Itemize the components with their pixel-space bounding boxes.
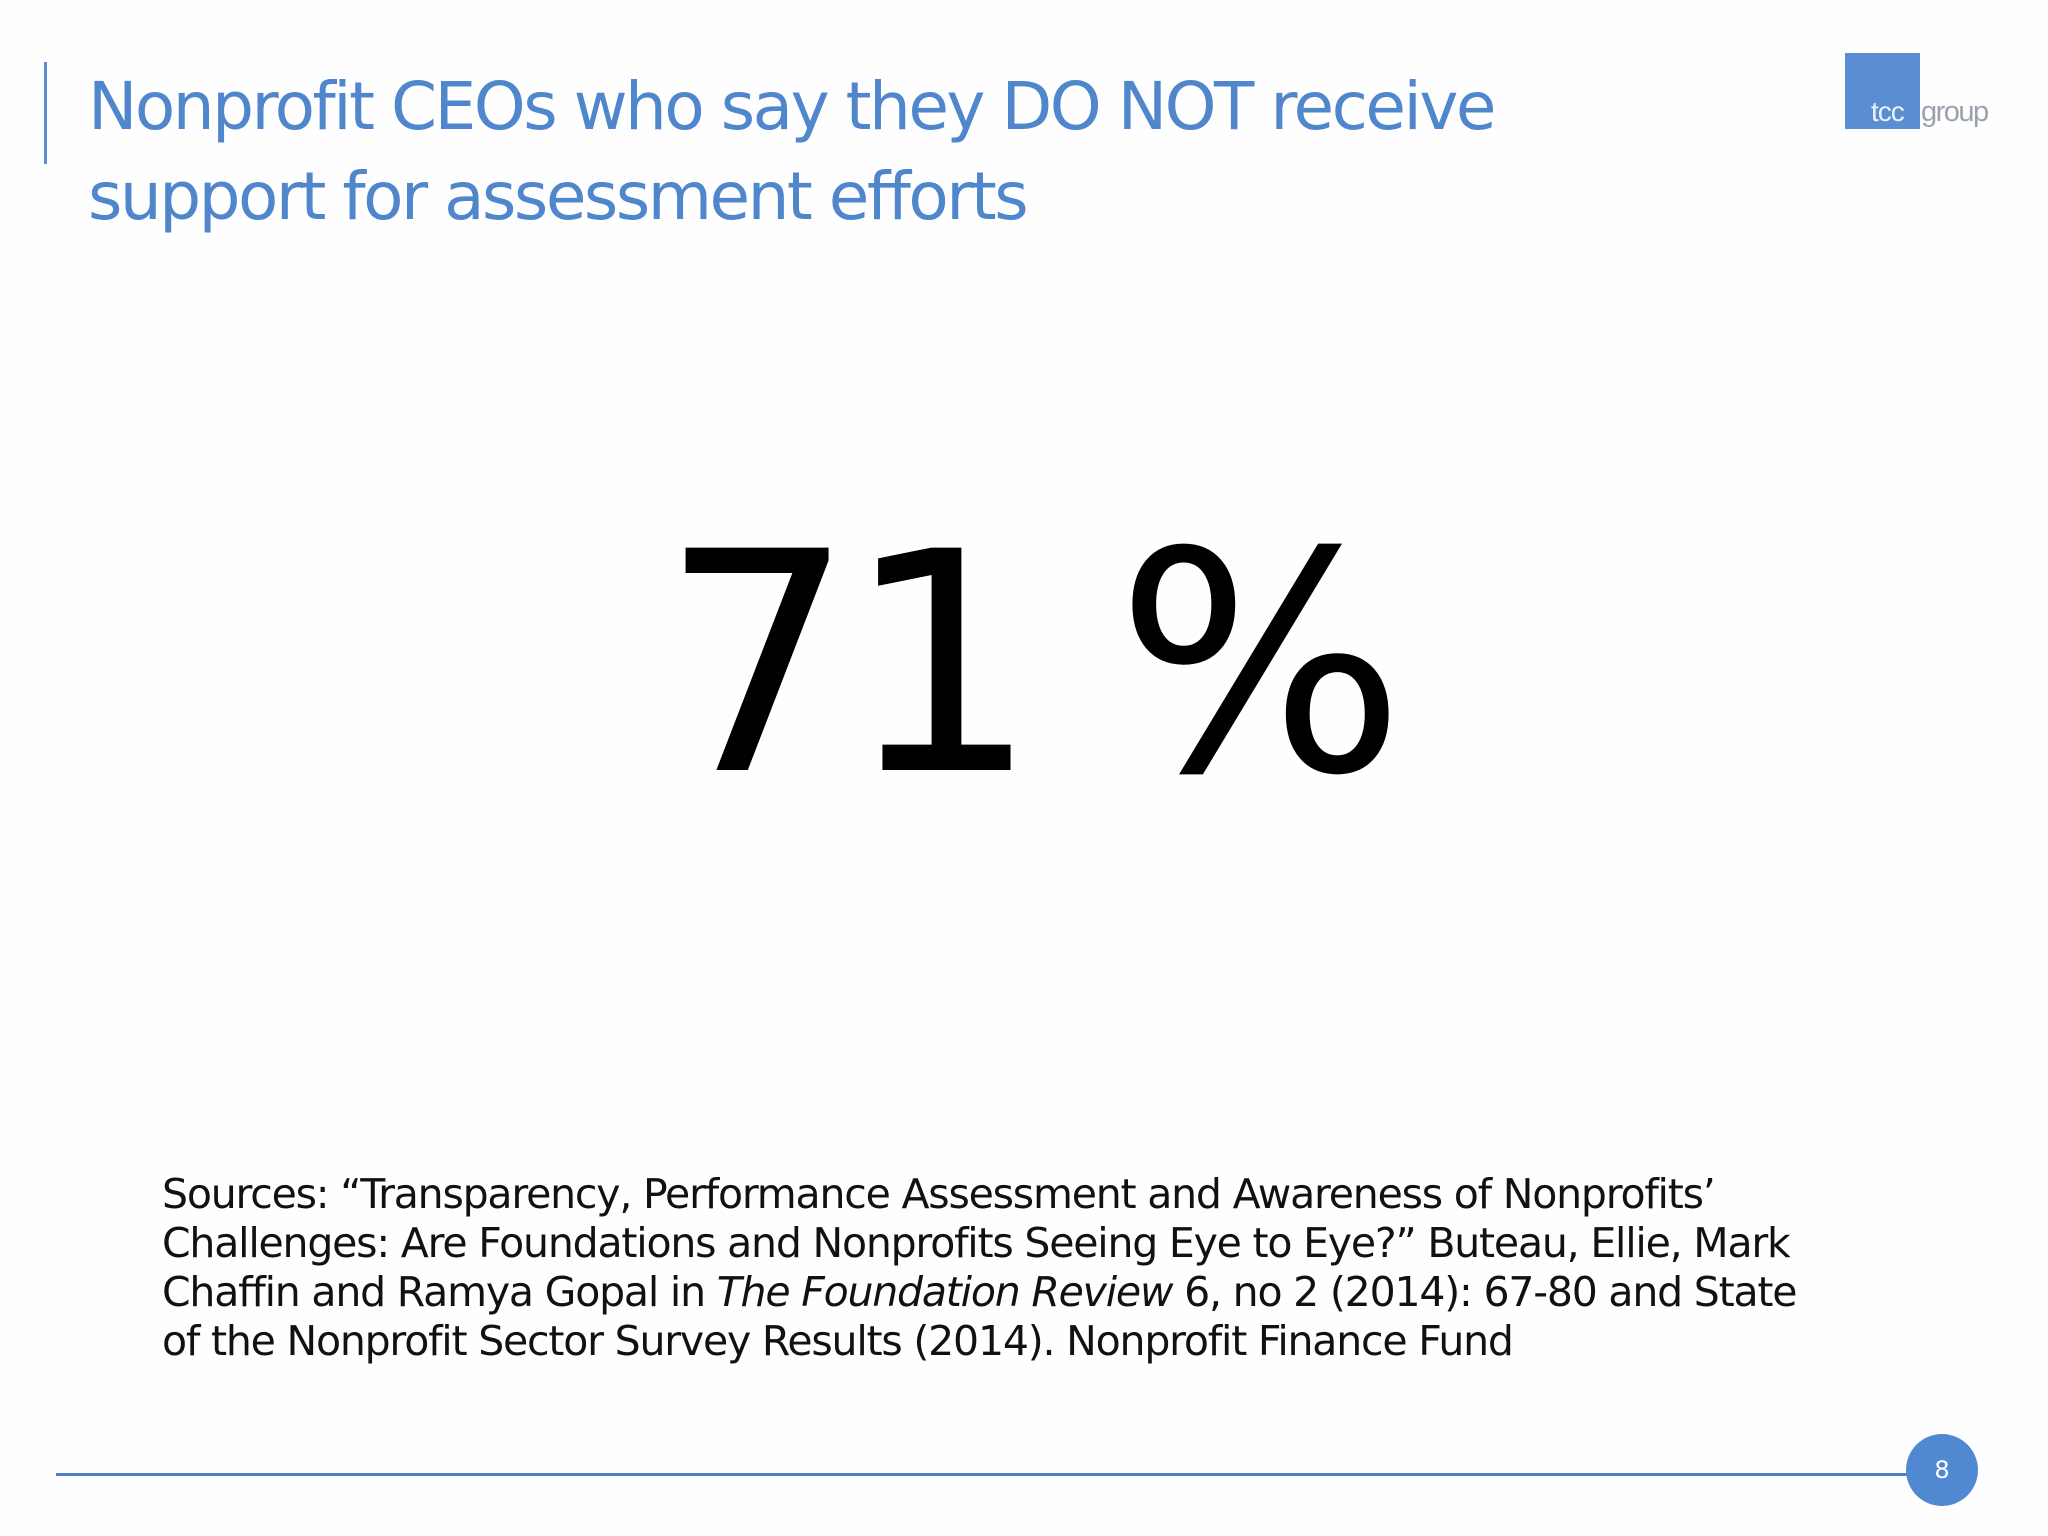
slide-title-line-1: Nonprofit CEOs who say they DO NOT recei…	[88, 68, 1497, 145]
title-accent-bar	[44, 62, 47, 164]
sources-line-3-start: Chaffin and Ramya Gopal in	[162, 1268, 717, 1316]
logo-square-icon	[1845, 53, 1920, 129]
slide-title-line-2: support for assessment efforts	[88, 158, 1029, 235]
slide-title: Nonprofit CEOs who say they DO NOT recei…	[88, 62, 1688, 242]
page-number-badge: 8	[1906, 1434, 1978, 1506]
tcc-group-logo: tcc group	[1845, 53, 2005, 133]
sources-line-2: Challenges: Are Foundations and Nonprofi…	[162, 1219, 1791, 1267]
journal-title: The Foundation Review	[716, 1268, 1174, 1316]
logo-text-tcc: tcc	[1871, 96, 1905, 127]
sources-citation: Sources: “Transparency, Performance Asse…	[162, 1170, 1922, 1366]
logo-text-group: group	[1921, 96, 1989, 128]
sources-line-1: Sources: “Transparency, Performance Asse…	[162, 1170, 1716, 1218]
sources-line-3: Chaffin and Ramya Gopal in The Foundatio…	[162, 1268, 1922, 1317]
sources-line-4: of the Nonprofit Sector Survey Results (…	[162, 1317, 1514, 1365]
big-statistic: 71 %	[660, 487, 1406, 842]
sources-line-3-end: 6, no 2 (2014): 67-80 and State	[1172, 1268, 1797, 1316]
footer-divider	[56, 1473, 1916, 1476]
